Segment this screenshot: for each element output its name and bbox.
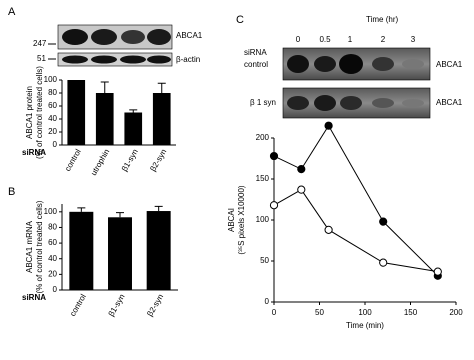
y-tick-label: 20 — [48, 269, 57, 278]
bar — [95, 93, 114, 145]
y-tick-label: 50 — [260, 256, 269, 265]
data-point — [269, 151, 279, 161]
y-axis-label: (³⁵S pixels X10000) — [237, 185, 246, 254]
blot-c — [282, 47, 431, 119]
data-point — [297, 185, 306, 194]
data-point — [269, 201, 279, 210]
y-tick-label: 150 — [256, 174, 270, 183]
y-tick-label: 0 — [53, 140, 58, 149]
x-tick-label: β1-syn — [120, 148, 140, 173]
x-tick-label: 200 — [449, 308, 463, 317]
x-tick-label: β2-syn — [145, 293, 165, 318]
y-tick-label: 60 — [48, 101, 57, 110]
blot-label: ABCA1 — [176, 31, 203, 40]
data-point — [379, 217, 388, 226]
y-tick-label: 0 — [53, 285, 58, 294]
x-tick-label: 150 — [404, 308, 418, 317]
x-tick-label: utrophin — [89, 148, 111, 178]
error-bar — [116, 212, 124, 218]
bar — [152, 93, 171, 145]
data-point — [379, 258, 388, 267]
y-tick-label: 60 — [48, 238, 57, 247]
panel-label: B — [8, 186, 15, 198]
x-axis-label: siRNA — [22, 293, 46, 302]
series-line — [273, 188, 438, 273]
bar — [108, 217, 132, 290]
marker-label: 51 — [37, 54, 46, 63]
x-axis-label: siRNA — [22, 148, 46, 157]
data-point — [324, 121, 333, 130]
y-tick-label: 0 — [265, 297, 270, 306]
y-tick-label: 20 — [48, 127, 57, 136]
series-line — [273, 124, 439, 277]
blot-label: β-actin — [176, 55, 200, 64]
x-tick-label: 50 — [315, 308, 324, 317]
panel-label: C — [236, 14, 244, 26]
panel-label: A — [8, 6, 16, 18]
y-tick-label: 80 — [48, 223, 57, 232]
y-axis-label: ABCA1 mRNA — [25, 220, 34, 273]
y-tick-label: 40 — [48, 254, 57, 263]
error-bar — [157, 82, 166, 93]
y-tick-label: 100 — [44, 75, 58, 84]
y-axis-label: ABCAI — [227, 208, 236, 232]
bar — [69, 211, 94, 290]
blot-a — [48, 24, 173, 67]
time-label: 0.5 — [319, 35, 331, 44]
x-tick-label: 0 — [272, 308, 277, 317]
x-tick-label: β2-syn — [148, 148, 168, 173]
error-bar — [154, 205, 163, 212]
blot-label: ABCA1 — [436, 60, 463, 69]
x-tick-label: control — [63, 147, 83, 172]
x-tick-label: 100 — [358, 308, 372, 317]
data-point — [297, 165, 306, 174]
y-tick-label: 100 — [256, 215, 270, 224]
y-tick-label: 80 — [48, 88, 57, 97]
blot-title: Time (hr) — [366, 15, 398, 24]
time-label: 3 — [411, 35, 416, 44]
y-tick-label: 40 — [48, 114, 57, 123]
time-label: 1 — [348, 35, 353, 44]
blot-label: ABCA1 — [436, 98, 463, 107]
bar — [67, 80, 86, 145]
row-label: control — [244, 60, 268, 69]
error-bar — [100, 81, 109, 93]
bar — [124, 112, 143, 145]
marker-label: 247 — [33, 39, 47, 48]
y-tick-label: 200 — [256, 133, 270, 142]
bar — [146, 211, 171, 290]
y-axis-label: (% of control treated cells) — [35, 200, 44, 293]
data-point — [433, 267, 442, 276]
error-bar — [129, 109, 138, 113]
row-label: β 1 syn — [250, 98, 276, 107]
y-axis-label: (% of control treated cells) — [35, 66, 44, 159]
data-point — [324, 225, 333, 234]
error-bar — [77, 207, 86, 212]
y-axis-label: ABCA1 protein — [25, 86, 34, 139]
row-label: siRNA — [244, 48, 267, 57]
x-axis-label: Time (min) — [346, 321, 384, 330]
y-tick-label: 100 — [44, 207, 58, 216]
time-label: 2 — [381, 35, 386, 44]
x-tick-label: control — [68, 292, 88, 317]
time-label: 0 — [296, 35, 301, 44]
x-tick-label: β1-syn — [107, 293, 127, 318]
